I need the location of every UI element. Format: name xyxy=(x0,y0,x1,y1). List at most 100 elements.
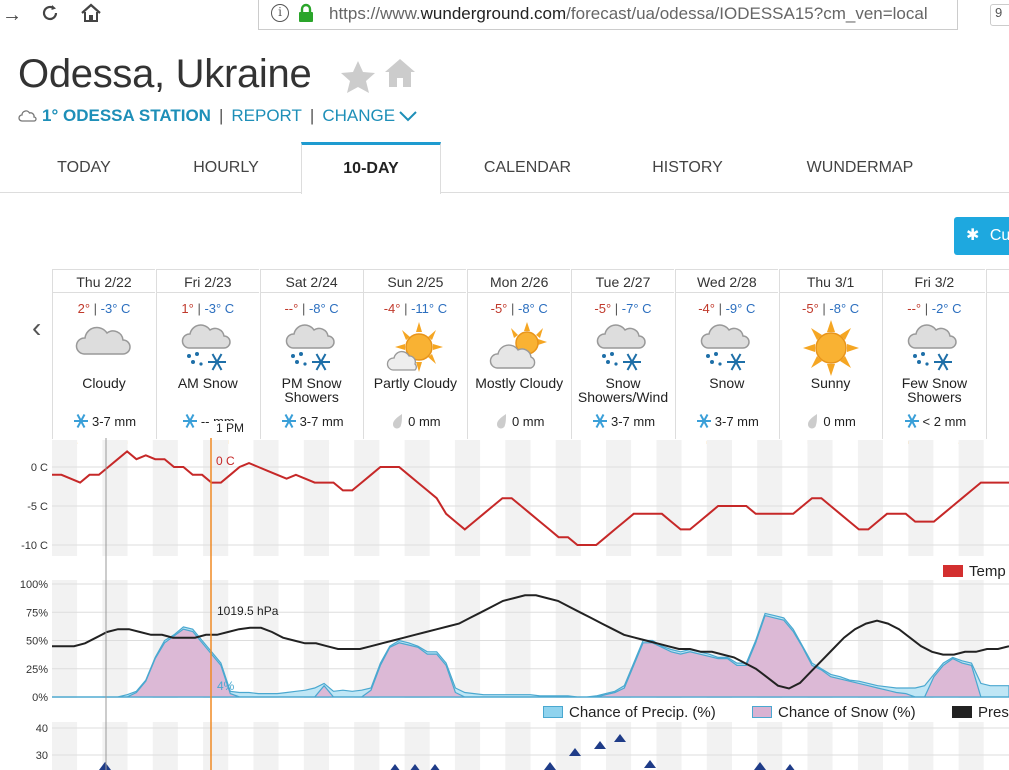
snow-icon xyxy=(157,320,259,376)
y-tick-label: 50% xyxy=(26,636,48,648)
y-tick-label: -5 C xyxy=(27,501,48,513)
report-link[interactable]: REPORT xyxy=(231,106,302,125)
temp-chart-band xyxy=(379,440,405,556)
wind-chart-band xyxy=(530,722,556,770)
wind-chart-band xyxy=(228,722,254,770)
day-date: Fri 2/23 xyxy=(156,269,259,293)
forecast-day[interactable]: Sat 2/24 --° | -8° C PM Snow Showers 3-7 mm xyxy=(259,269,364,448)
cursor-pressure-label: 1019.5 hPa xyxy=(217,604,279,618)
temp-chart-band xyxy=(908,440,934,556)
temp-chart-band xyxy=(177,440,204,556)
wind-barb xyxy=(410,764,420,770)
forecast-day[interactable]: Sun 2/25 -4° | -11° C Partly Cloudy 0 mm xyxy=(363,269,467,448)
high-temp: 1° xyxy=(181,301,194,316)
snowflake-icon xyxy=(592,414,611,429)
low-temp: -7° C xyxy=(621,301,652,316)
wind-barb xyxy=(754,762,766,770)
sun-moon-indicator xyxy=(883,431,986,448)
forecast-day[interactable]: Fri 3/2 --° | -2° C Few Snow Showers < 2 mm xyxy=(882,269,986,448)
change-link[interactable]: CHANGE xyxy=(322,106,396,125)
wind-chart-band xyxy=(127,722,153,770)
wind-barb xyxy=(594,741,606,749)
high-temp: 2° xyxy=(77,301,91,316)
reload-icon[interactable] xyxy=(40,3,60,29)
home-icon[interactable] xyxy=(80,3,102,29)
wind-chart-band xyxy=(857,722,884,770)
precip-chart-band xyxy=(228,580,254,698)
previous-arrow-icon[interactable]: ‹ xyxy=(32,312,42,343)
cursor-temp-label: 0 C xyxy=(216,454,235,468)
forecast-day[interactable]: Thu 2/22 2° | -3° C Cloudy 3-7 mm xyxy=(52,269,155,448)
tab-hourly[interactable]: HOURLY xyxy=(193,159,259,176)
tab-10-day[interactable]: 10-DAY xyxy=(301,142,441,194)
url-extra[interactable]: 9 xyxy=(990,4,1009,26)
temp-chart-band xyxy=(782,440,808,556)
precip-chart-band xyxy=(454,580,481,698)
wind-chart-band xyxy=(102,722,128,770)
forward-icon[interactable]: → xyxy=(2,4,22,26)
snowflake-icon xyxy=(73,414,92,429)
wind-chart-band xyxy=(706,722,732,770)
forecast-day[interactable]: Tue 2/27 -5° | -7° C Snow Showers/Wind 3-7 … xyxy=(571,269,675,448)
temp-chart-band xyxy=(52,440,78,556)
day-temps: -5° | -8° C xyxy=(802,301,860,316)
high-temp: -5° xyxy=(594,301,612,316)
url-text: https://www.wunderground.com/forecast/ua… xyxy=(329,4,928,23)
high-temp: -5° xyxy=(490,301,508,316)
precip-chart-band xyxy=(580,580,607,698)
wind-chart-band xyxy=(77,722,103,770)
wind-barb xyxy=(614,734,626,742)
forecast-day[interactable]: Wed 2/28 -4° | -9° C Snow 3-7 mm xyxy=(674,269,778,448)
condition-text: Partly Cloudy xyxy=(373,375,458,391)
sun-moon-indicator xyxy=(468,431,571,448)
wind-chart-band xyxy=(908,722,934,770)
precip-amount: 3-7 mm xyxy=(261,413,364,429)
address-bar[interactable]: i https://www.wunderground.com/forecast/… xyxy=(258,0,958,30)
customize-button[interactable]: ✱ Cu xyxy=(954,217,1009,255)
temp-chart-band xyxy=(303,440,330,556)
tab-history[interactable]: HISTORY xyxy=(652,159,723,176)
chevron-down-icon[interactable] xyxy=(399,107,417,127)
day-date: Sun 2/25 xyxy=(364,269,467,293)
partly-cloudy-icon xyxy=(364,320,466,376)
wind-chart-band xyxy=(656,722,682,770)
forecast-tabs: TODAY HOURLY 10-DAY CALENDAR HISTORY WUN… xyxy=(0,142,1009,194)
temp-legend: Temp xyxy=(943,563,1006,580)
temp-chart-band xyxy=(102,440,128,556)
forecast-day[interactable]: Thu 3/1 -5° | -8° C Sunny 0 mm xyxy=(778,269,882,448)
forecast-chart[interactable]: 0 C -5 C -10 C 100% 75% 50% 25% 0% 40 30 0 C 1019.5… xyxy=(0,438,1009,770)
tab-calendar[interactable]: CALENDAR xyxy=(483,159,572,176)
wind-barb xyxy=(390,764,400,770)
wind-chart-band xyxy=(203,722,229,770)
home-station-icon[interactable] xyxy=(384,58,416,93)
temp-chart-band xyxy=(681,440,707,556)
wind-barb xyxy=(569,748,581,756)
wind-chart-band xyxy=(454,722,481,770)
temp-chart-band xyxy=(656,440,682,556)
station-row: 1° ODESSA STATION | REPORT | CHANGE xyxy=(18,106,417,127)
tab-wundermap[interactable]: WUNDERMAP xyxy=(806,159,914,176)
wind-chart-band xyxy=(807,722,833,770)
day-temps: -4° | -9° C xyxy=(698,301,756,316)
y-tick-label: 0% xyxy=(32,692,48,704)
low-temp: -11° C xyxy=(411,301,448,316)
raindrop-icon xyxy=(495,414,512,429)
sun-moon-indicator xyxy=(572,431,675,448)
high-temp: -4° xyxy=(698,301,715,316)
temp-chart-band xyxy=(127,440,153,556)
wind-chart-band xyxy=(883,722,909,770)
station-link[interactable]: 1° ODESSA STATION xyxy=(42,106,211,125)
temp-chart-band xyxy=(631,440,657,556)
star-icon[interactable] xyxy=(340,60,376,99)
forecast-day[interactable]: Fri 2/231° | -3° CAM Snow-- mm xyxy=(155,269,259,448)
condition-text: AM Snow xyxy=(177,375,238,391)
forecast-day[interactable]: Mon 2/26 -5° | -8° C Mostly Cloudy 0 mm xyxy=(467,269,571,448)
temp-chart-band xyxy=(580,440,607,556)
low-temp: -3° C xyxy=(204,301,235,316)
y-tick-label: 25% xyxy=(26,664,48,676)
tab-today[interactable]: TODAY xyxy=(57,159,111,176)
forecast-day[interactable]: PM xyxy=(986,269,1009,439)
temp-chart-band xyxy=(731,440,758,556)
wind-chart-band xyxy=(782,722,808,770)
info-icon[interactable]: i xyxy=(271,4,289,22)
